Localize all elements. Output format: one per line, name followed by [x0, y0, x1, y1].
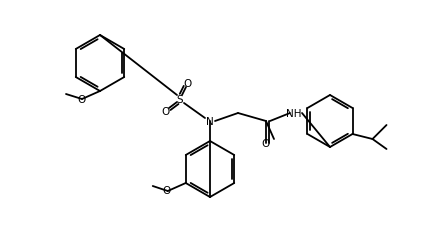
- Text: O: O: [262, 138, 270, 148]
- Text: NH: NH: [286, 109, 302, 119]
- Text: S: S: [177, 94, 183, 105]
- Text: O: O: [184, 79, 192, 89]
- Text: O: O: [78, 94, 86, 105]
- Text: N: N: [206, 116, 214, 126]
- Text: O: O: [162, 106, 170, 116]
- Text: O: O: [163, 185, 171, 195]
